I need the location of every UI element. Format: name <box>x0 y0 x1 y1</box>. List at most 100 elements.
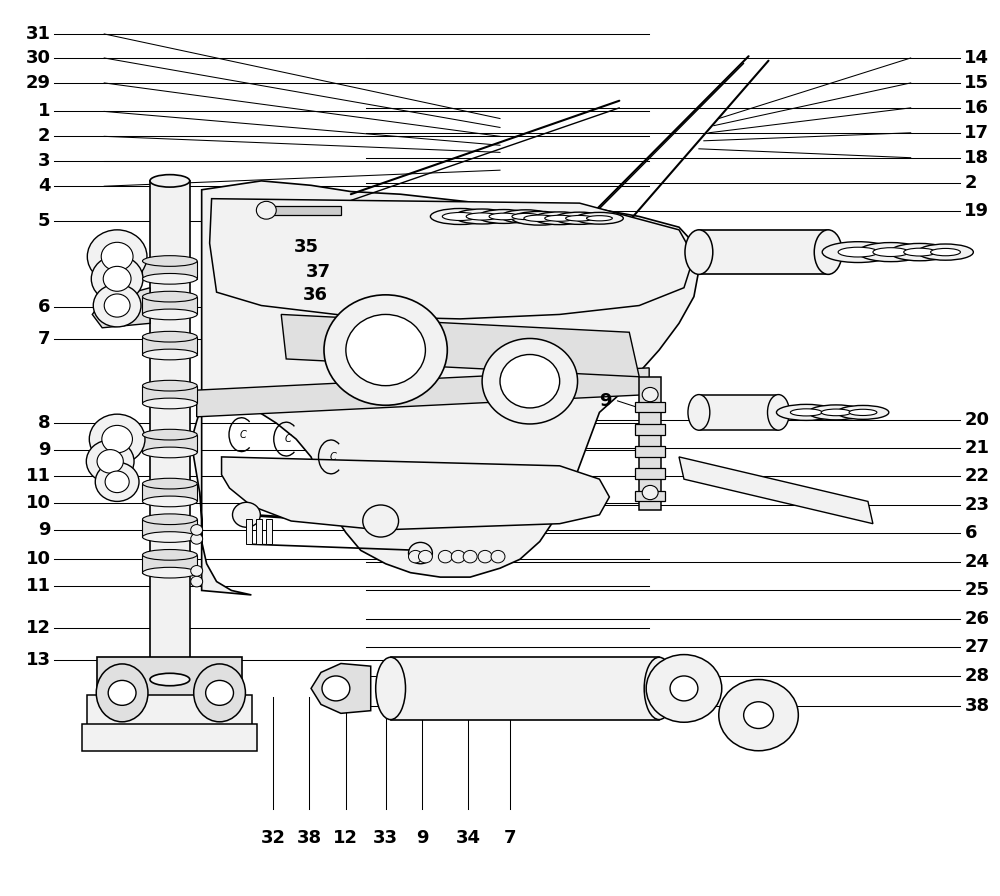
Ellipse shape <box>142 309 197 320</box>
Ellipse shape <box>587 216 612 221</box>
Ellipse shape <box>512 211 568 225</box>
Circle shape <box>409 542 432 564</box>
Text: 34: 34 <box>456 829 481 847</box>
Text: 30: 30 <box>26 49 51 67</box>
Ellipse shape <box>918 244 973 260</box>
Circle shape <box>719 679 798 751</box>
Ellipse shape <box>142 447 197 458</box>
Circle shape <box>191 524 203 535</box>
Text: 21: 21 <box>964 439 989 457</box>
Circle shape <box>642 387 658 401</box>
Bar <box>635 446 665 457</box>
Ellipse shape <box>142 291 197 302</box>
Bar <box>142 261 197 279</box>
Polygon shape <box>679 457 873 523</box>
Text: 2: 2 <box>38 127 51 145</box>
Text: 29: 29 <box>26 73 51 92</box>
Text: C: C <box>330 452 336 462</box>
Text: 26: 26 <box>964 610 989 628</box>
Ellipse shape <box>150 175 190 187</box>
Circle shape <box>670 676 698 701</box>
Bar <box>142 435 197 452</box>
Ellipse shape <box>142 567 197 578</box>
Bar <box>635 469 665 479</box>
Ellipse shape <box>838 247 878 257</box>
Text: 1: 1 <box>38 102 51 120</box>
Text: 38: 38 <box>297 829 322 847</box>
Text: 32: 32 <box>261 829 286 847</box>
Text: 9: 9 <box>599 392 612 409</box>
Circle shape <box>438 550 452 563</box>
Bar <box>699 394 778 430</box>
Bar <box>261 206 341 215</box>
Ellipse shape <box>904 248 936 256</box>
Circle shape <box>104 294 130 317</box>
Ellipse shape <box>142 332 197 342</box>
Bar <box>142 555 197 573</box>
Ellipse shape <box>890 244 949 261</box>
Polygon shape <box>281 314 639 376</box>
Ellipse shape <box>808 405 864 420</box>
Text: 31: 31 <box>26 25 51 43</box>
Ellipse shape <box>822 242 894 263</box>
Text: 36: 36 <box>303 286 328 304</box>
Ellipse shape <box>142 349 197 360</box>
Text: 11: 11 <box>26 577 51 595</box>
Bar <box>246 520 252 544</box>
Ellipse shape <box>685 230 713 274</box>
Ellipse shape <box>489 213 519 220</box>
Polygon shape <box>311 663 371 713</box>
Circle shape <box>324 295 447 405</box>
Ellipse shape <box>931 248 960 255</box>
Circle shape <box>87 230 147 283</box>
Circle shape <box>191 565 203 576</box>
Ellipse shape <box>858 243 924 262</box>
Circle shape <box>102 426 132 452</box>
Text: 9: 9 <box>38 441 51 459</box>
Text: 10: 10 <box>26 550 51 568</box>
Ellipse shape <box>142 514 197 524</box>
Ellipse shape <box>142 429 197 440</box>
Text: 20: 20 <box>964 410 989 428</box>
Text: 27: 27 <box>964 639 989 657</box>
Bar <box>97 658 242 697</box>
Ellipse shape <box>442 212 478 220</box>
Ellipse shape <box>849 409 877 416</box>
Polygon shape <box>192 181 699 595</box>
Circle shape <box>346 314 425 385</box>
Text: 7: 7 <box>504 829 516 847</box>
Text: 25: 25 <box>964 582 989 599</box>
Text: 3: 3 <box>38 152 51 170</box>
Polygon shape <box>197 368 649 417</box>
Text: 6: 6 <box>38 298 51 316</box>
Circle shape <box>451 550 465 563</box>
Circle shape <box>97 450 123 473</box>
Bar <box>635 491 665 502</box>
Text: 35: 35 <box>294 237 319 255</box>
Ellipse shape <box>142 380 197 391</box>
Circle shape <box>191 576 203 587</box>
Ellipse shape <box>814 230 842 274</box>
Polygon shape <box>92 288 150 328</box>
Ellipse shape <box>534 211 586 225</box>
Bar <box>87 694 252 728</box>
Text: 15: 15 <box>964 73 989 92</box>
Bar <box>142 484 197 502</box>
Text: 12: 12 <box>333 829 358 847</box>
Ellipse shape <box>644 658 674 719</box>
Text: 37: 37 <box>306 263 331 280</box>
Ellipse shape <box>688 394 710 430</box>
Ellipse shape <box>96 664 148 722</box>
Circle shape <box>363 505 399 537</box>
Ellipse shape <box>768 394 789 430</box>
Ellipse shape <box>142 255 197 266</box>
Text: 7: 7 <box>38 331 51 349</box>
Circle shape <box>646 655 722 722</box>
Text: 4: 4 <box>38 177 51 195</box>
Circle shape <box>105 471 129 493</box>
Text: 9: 9 <box>38 521 51 538</box>
Circle shape <box>101 242 133 271</box>
Text: 13: 13 <box>26 650 51 669</box>
Ellipse shape <box>545 215 575 221</box>
Ellipse shape <box>142 273 197 284</box>
